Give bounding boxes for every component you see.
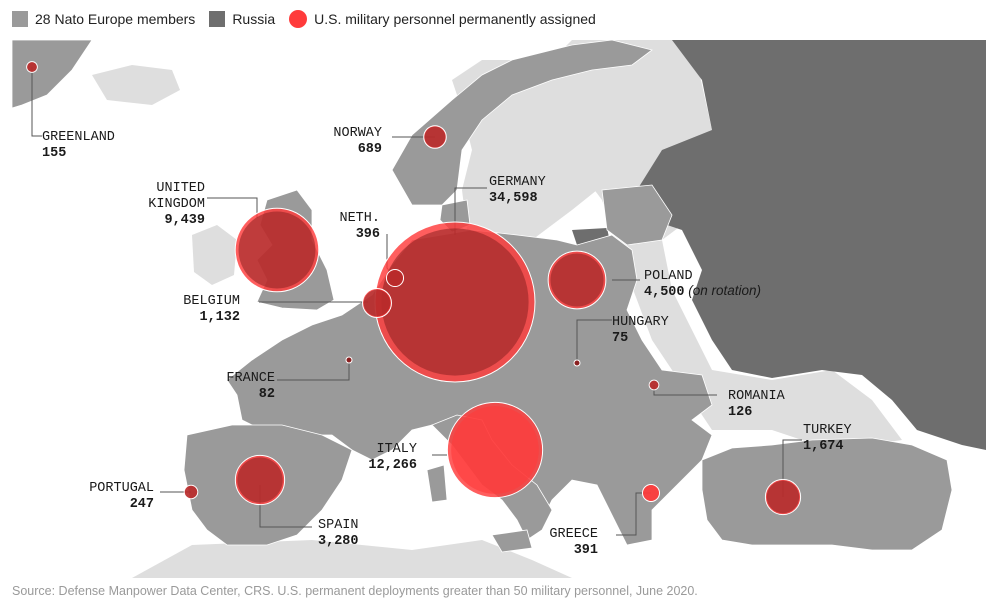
bubble-core-greece	[643, 485, 659, 501]
turkey-land	[701, 437, 953, 551]
country-value-greece: 391	[574, 543, 598, 558]
bubble-core-belgium	[363, 289, 391, 317]
leader-turkey	[782, 439, 802, 497]
bubble-core-germany	[381, 228, 529, 376]
bubble-hungary	[573, 359, 581, 367]
other-land-iceland	[92, 65, 180, 105]
bubble-core-uk	[238, 211, 316, 289]
leader-hungary	[576, 319, 612, 360]
bubble-core-poland	[550, 253, 604, 307]
country-name-poland: POLAND	[644, 269, 693, 284]
bubble-core-norway	[424, 126, 446, 148]
greenland-land	[12, 40, 93, 109]
country-name-netherlands: NETH.	[339, 211, 380, 226]
baltics-land	[601, 184, 673, 246]
country-value-germany: 34,598	[489, 191, 538, 206]
country-value-hungary: 75	[612, 331, 628, 346]
country-name-uk: UNITED	[156, 181, 205, 196]
country-value-belgium: 1,132	[199, 310, 240, 325]
leader-germany	[454, 187, 487, 235]
nato-swatch	[12, 11, 28, 27]
country-value-uk: 9,439	[164, 213, 205, 228]
personnel-bubbles	[26, 61, 802, 516]
country-value-netherlands: 396	[356, 227, 380, 242]
sardinia-land	[426, 464, 448, 503]
label-netherlands: NETH.396	[339, 211, 380, 242]
country-name-hungary: HUNGARY	[612, 315, 669, 330]
country-value-norway: 689	[358, 142, 382, 157]
country-name-france: FRANCE	[226, 371, 275, 386]
russia-swatch	[209, 11, 226, 27]
country-value-poland: 4,500 (on rotation)	[644, 283, 761, 300]
legend-label-nato: 28 Nato Europe members	[35, 11, 196, 27]
country-name-portugal: PORTUGAL	[89, 481, 154, 496]
country-name-italy: ITALY	[376, 442, 417, 457]
country-value-france: 82	[259, 387, 275, 402]
other-land-east	[512, 40, 902, 450]
legend-item-nato: 28 Nato Europe members	[12, 11, 195, 27]
leader-uk	[207, 197, 258, 218]
country-value-turkey: 1,674	[803, 439, 844, 454]
country-name-uk: KINGDOM	[148, 197, 205, 212]
bubble-core-portugal	[184, 485, 198, 499]
legend-label-russia: Russia	[232, 11, 276, 27]
bubble-core-spain	[237, 457, 283, 503]
country-name-norway: NORWAY	[333, 126, 382, 141]
bubble-core-turkey	[766, 480, 800, 514]
legend: 28 Nato Europe members Russia U.S. milit…	[12, 8, 596, 30]
legend-item-russia: Russia	[209, 11, 275, 27]
country-value-italy: 12,266	[368, 458, 417, 473]
bubble-france	[345, 356, 353, 364]
country-note-poland: (on rotation)	[685, 283, 762, 298]
country-name-belgium: BELGIUM	[183, 294, 240, 309]
bubble-core-greenland	[27, 62, 37, 72]
russia-land	[637, 40, 986, 450]
country-name-turkey: TURKEY	[803, 423, 852, 438]
legend-item-personnel: U.S. military personnel permanently assi…	[289, 10, 596, 28]
legend-label-personnel: U.S. military personnel permanently assi…	[314, 11, 596, 27]
country-value-spain: 3,280	[318, 534, 359, 549]
country-name-germany: GERMANY	[489, 175, 546, 190]
bubble-core-romania	[649, 380, 659, 390]
country-name-greece: GREECE	[549, 527, 598, 542]
country-name-romania: ROMANIA	[728, 389, 786, 404]
source-note: Source: Defense Manpower Data Center, CR…	[12, 584, 698, 598]
other-land-ireland	[192, 225, 237, 285]
country-value-romania: 126	[728, 405, 752, 420]
bubble-core-italy	[451, 406, 539, 494]
sicily-land	[491, 529, 533, 553]
country-value-portugal: 247	[130, 497, 154, 512]
personnel-dot	[289, 10, 308, 28]
leader-france	[277, 360, 350, 381]
country-name-spain: SPAIN	[318, 518, 359, 533]
country-name-greenland: GREENLAND	[42, 130, 115, 145]
other-land-africa	[132, 540, 572, 578]
leader-greenland	[31, 67, 42, 137]
bubble-core-netherlands	[387, 270, 403, 286]
country-value-greenland: 155	[42, 146, 66, 161]
